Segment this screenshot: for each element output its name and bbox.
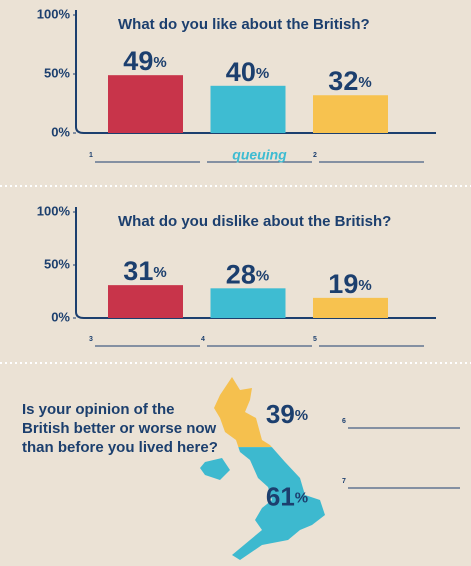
answer-number: 2 — [313, 152, 317, 159]
axis — [75, 207, 436, 319]
answer-number: 5 — [313, 336, 317, 343]
y-tick-label: 0% — [51, 124, 70, 139]
question: Is your opinion of the British better or… — [22, 401, 218, 456]
y-tick-label: 50% — [44, 65, 70, 80]
axis — [75, 10, 436, 134]
bar — [108, 75, 183, 133]
map-region — [200, 447, 325, 560]
bar — [210, 288, 286, 318]
value-label: 49% — [123, 46, 166, 76]
y-tick-label: 0% — [51, 309, 70, 324]
bar — [313, 297, 388, 318]
answer-text: queuing — [232, 147, 287, 163]
chart-title: What do you dislike about the British? — [118, 213, 391, 230]
answer-number: 1 — [89, 152, 93, 159]
value-label: 31% — [123, 256, 166, 286]
y-tick-label: 50% — [44, 256, 70, 271]
bar — [313, 95, 388, 133]
value-label: 32% — [328, 66, 371, 96]
value-label: 28% — [226, 259, 269, 289]
bar — [210, 85, 286, 133]
answer-number: 6 — [342, 418, 346, 425]
map-region — [214, 377, 272, 448]
y-tick-label: 100% — [37, 6, 71, 21]
y-tick-label: 100% — [37, 203, 71, 218]
chart-title: What do you like about the British? — [118, 16, 370, 33]
answer-number: 7 — [342, 478, 346, 485]
answer-number: 4 — [201, 336, 205, 343]
bar — [108, 285, 183, 318]
value-label: 39% — [266, 399, 308, 429]
value-label: 19% — [328, 269, 371, 299]
value-label: 40% — [226, 57, 269, 87]
answer-number: 3 — [89, 336, 93, 343]
value-label: 61% — [266, 481, 308, 511]
